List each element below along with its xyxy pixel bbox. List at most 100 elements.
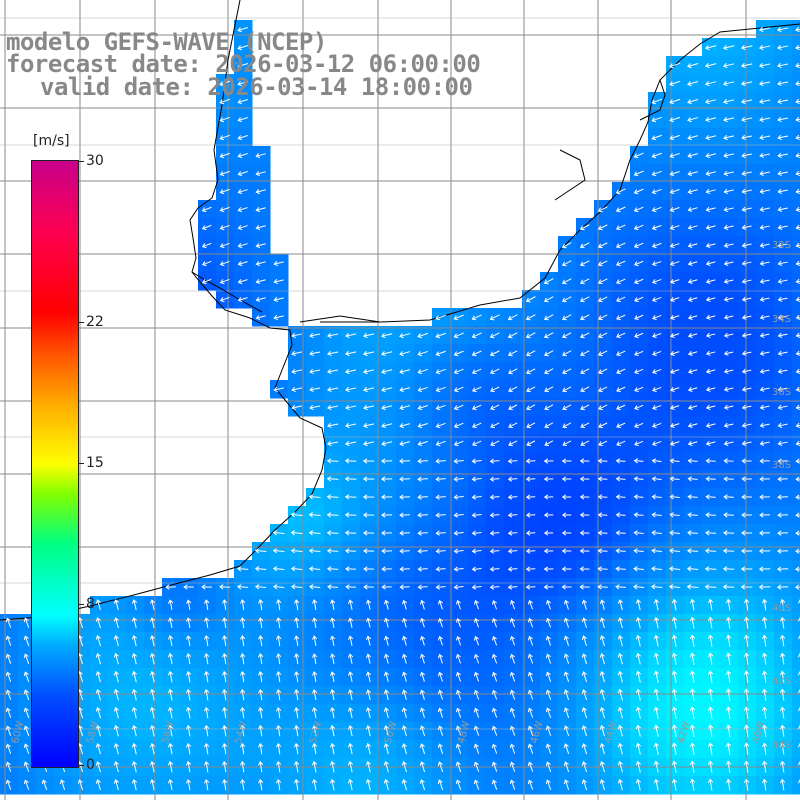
wind-arrow (671, 652, 678, 665)
wind-arrow (489, 512, 500, 518)
wind-arrow (797, 670, 800, 676)
wind-arrow (722, 44, 735, 51)
wind-arrow (779, 778, 786, 791)
wind-arrow (777, 116, 789, 123)
wind-arrow (741, 422, 752, 428)
wind-arrow (722, 62, 735, 69)
wind-arrow (201, 224, 212, 231)
wind-arrow (795, 116, 800, 123)
wind-arrow (651, 422, 662, 429)
wind-arrow (237, 153, 248, 159)
wind-arrow (276, 742, 282, 755)
wind-arrow (453, 458, 464, 464)
wind-arrow (471, 530, 482, 536)
wind-arrow (599, 688, 605, 701)
wind-arrow (471, 494, 482, 500)
wind-arrow (797, 760, 800, 766)
wind-arrow (653, 760, 659, 773)
wind-arrow (723, 134, 735, 141)
wind-arrow (473, 617, 480, 628)
wind-arrow (312, 599, 318, 611)
wind-arrow (399, 584, 410, 590)
wind-arrow (687, 296, 698, 302)
wind-arrow (453, 494, 464, 500)
wind-arrow (204, 617, 210, 629)
wind-arrow (455, 761, 462, 772)
wind-arrow (167, 778, 174, 791)
wind-arrow (741, 494, 752, 500)
wind-arrow (777, 62, 789, 69)
wind-arrow (777, 188, 788, 194)
wind-arrow (633, 548, 644, 554)
wind-arrow (687, 476, 698, 482)
wind-arrow (381, 548, 392, 554)
wind-arrow (653, 598, 660, 611)
wind-arrow (795, 386, 800, 392)
wind-arrow (598, 350, 608, 357)
wind-arrow (401, 599, 408, 610)
wind-arrow (203, 760, 210, 773)
wind-arrow (653, 724, 659, 737)
wind-arrow (795, 134, 800, 141)
wind-arrow (276, 760, 282, 773)
wind-arrow (219, 224, 230, 231)
wind-arrow (309, 386, 321, 393)
colorbar-unit: [m/s] (33, 133, 70, 149)
wind-arrow (705, 152, 716, 159)
wind-arrow (543, 584, 554, 590)
wind-arrow (240, 706, 246, 719)
wind-arrow (489, 548, 500, 554)
wind-arrow (437, 671, 443, 682)
wind-arrow (222, 635, 228, 647)
wind-arrow (741, 458, 752, 464)
wind-arrow (759, 152, 770, 159)
wind-arrow (507, 530, 518, 536)
wind-arrow (615, 242, 626, 249)
wind-arrow (507, 566, 518, 572)
wind-arrow (671, 724, 678, 737)
wind-arrow (254, 584, 267, 590)
wind-arrow (419, 761, 426, 773)
wind-arrow (633, 566, 644, 572)
wind-arrow (167, 706, 174, 719)
wind-arrow (795, 458, 800, 464)
speed-cell (792, 362, 800, 381)
wind-arrow (669, 98, 681, 105)
wind-arrow (777, 224, 788, 230)
wind-arrow (203, 706, 210, 719)
wind-arrow (579, 512, 590, 518)
wind-arrow (759, 170, 770, 176)
model-title: modelo GEFS-WAVE (NCEP) (6, 28, 327, 56)
wind-arrow (77, 779, 84, 791)
wind-arrow (705, 404, 716, 410)
wind-arrow (705, 530, 717, 536)
wind-arrow (363, 422, 375, 429)
wind-arrow (723, 440, 734, 446)
wind-arrow (401, 653, 408, 664)
wind-arrow (435, 422, 446, 429)
wind-arrow (201, 260, 212, 267)
wind-arrow (777, 404, 788, 410)
wind-arrow (453, 512, 464, 518)
wind-arrow (633, 224, 644, 231)
wind-arrow (686, 584, 699, 590)
wind-arrow (598, 404, 608, 411)
wind-arrow (255, 170, 266, 177)
wind-arrow (795, 206, 800, 212)
wind-arrow (725, 598, 732, 611)
wind-arrow (689, 706, 696, 719)
wind-arrow (797, 616, 800, 622)
wind-arrow (797, 652, 800, 658)
lat-label: 42S (772, 676, 792, 687)
wind-arrow (489, 458, 500, 464)
wind-arrow (527, 689, 534, 700)
wind-arrow (597, 206, 608, 213)
wind-arrow (362, 476, 375, 482)
speed-cell (792, 308, 800, 327)
wind-arrow (725, 724, 732, 737)
wind-arrow (417, 422, 428, 429)
speed-cell (792, 434, 800, 453)
wind-arrow (507, 458, 518, 464)
speed-cell (792, 416, 800, 435)
wind-arrow (383, 617, 390, 628)
